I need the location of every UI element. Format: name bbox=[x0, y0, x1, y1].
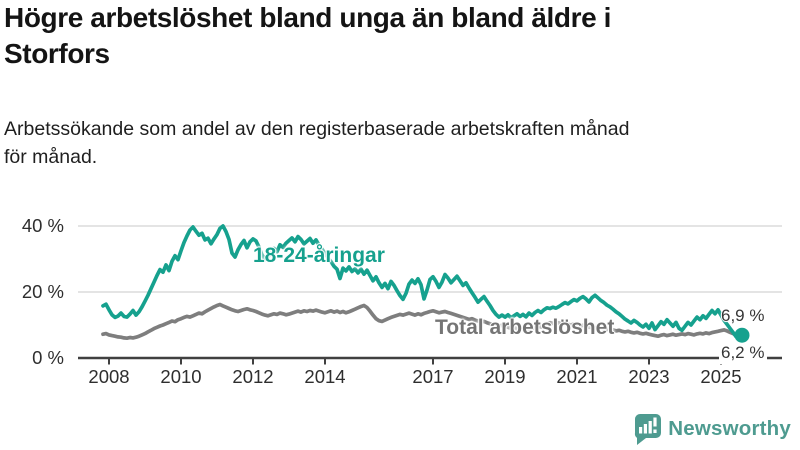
y-axis-label: 0 % bbox=[32, 347, 64, 368]
newsworthy-wordmark: Newsworthy bbox=[668, 416, 791, 440]
end-value-total: 6,2 % bbox=[719, 343, 768, 364]
x-axis-label: 2010 bbox=[160, 366, 202, 387]
y-axis-label: 40 % bbox=[21, 215, 64, 236]
subtitle: Arbetssökande som andel av den registerb… bbox=[4, 118, 630, 168]
series-label-total: Total arbetslöshet bbox=[435, 316, 615, 339]
headline: Högre arbetslöshet bland unga än bland ä… bbox=[4, 2, 612, 69]
end-value-young: 6,9 % bbox=[721, 306, 765, 325]
newsworthy-logo[interactable]: Newsworthy bbox=[632, 412, 791, 445]
series-label-young: 18-24-åringar bbox=[253, 244, 385, 267]
x-axis-label: 2023 bbox=[628, 366, 670, 387]
x-axis-label: 2017 bbox=[412, 366, 454, 387]
y-axis-label: 20 % bbox=[21, 281, 64, 302]
x-axis-label: 2008 bbox=[88, 366, 130, 387]
x-axis-label: 2025 bbox=[700, 366, 742, 387]
x-axis-label: 2014 bbox=[304, 366, 346, 387]
x-axis-label: 2019 bbox=[484, 366, 526, 387]
newsworthy-icon bbox=[635, 414, 662, 445]
x-axis-label: 2012 bbox=[232, 366, 274, 387]
x-axis-label: 2021 bbox=[556, 366, 598, 387]
